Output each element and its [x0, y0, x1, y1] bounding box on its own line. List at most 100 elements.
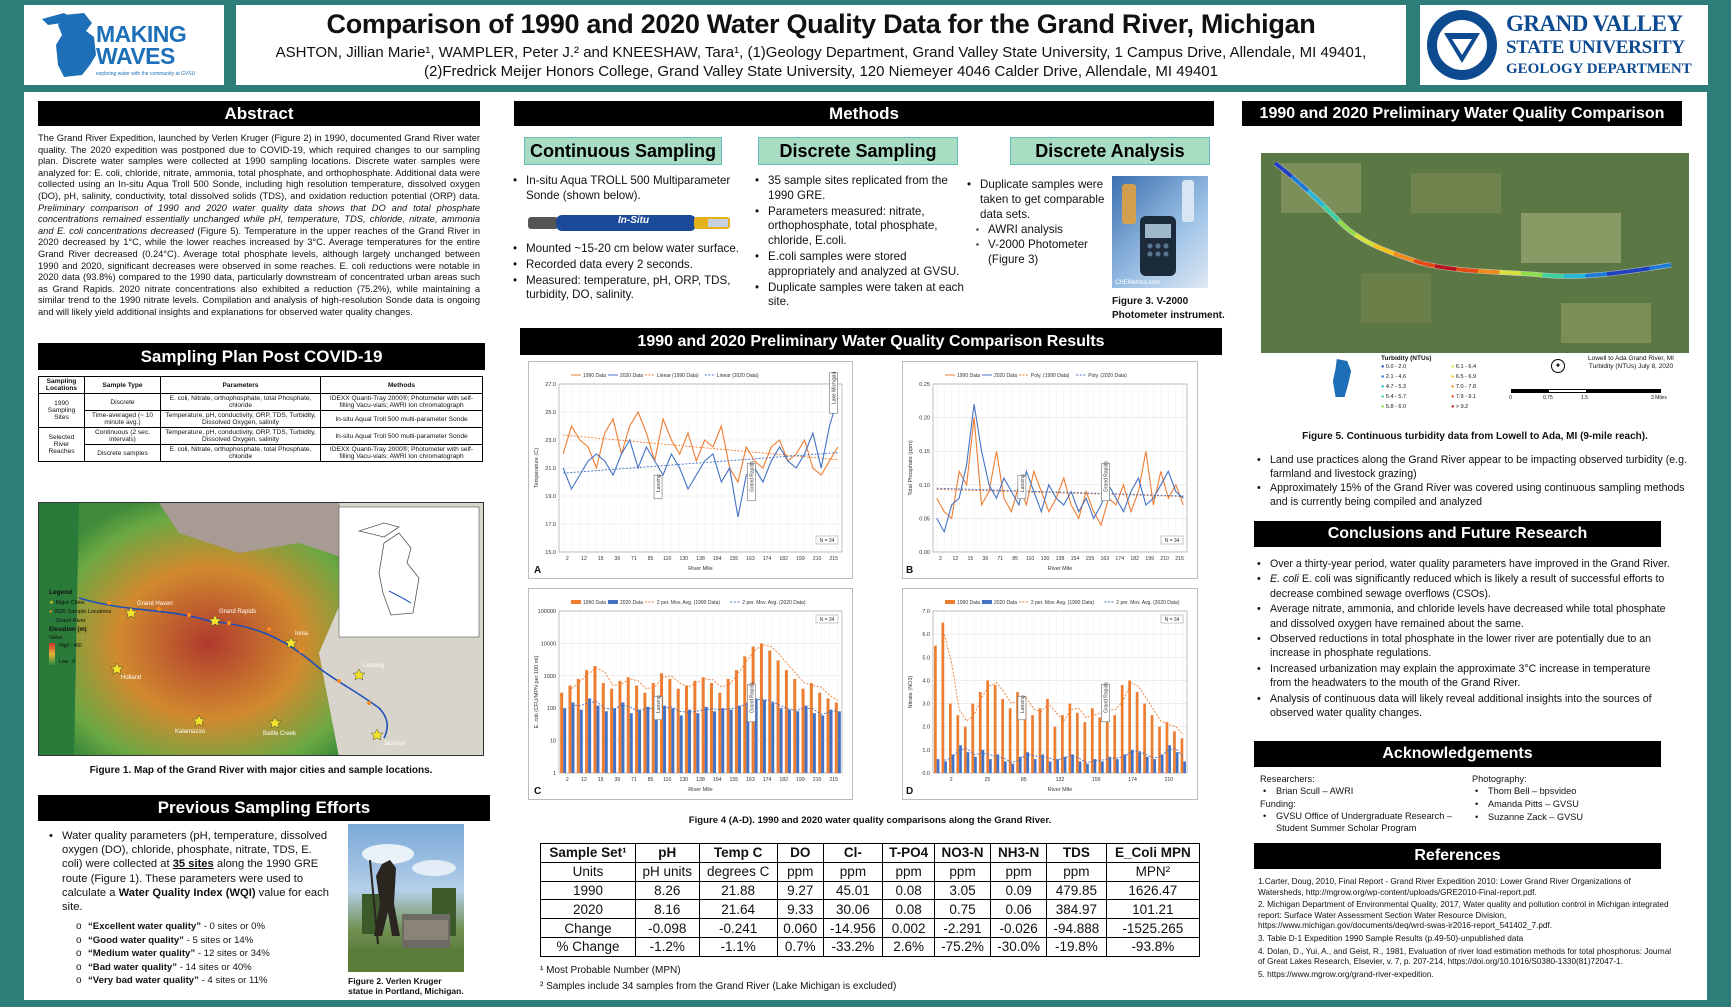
fig3-caption: Figure 3. V-2000 Photometer instrument.: [1112, 296, 1225, 321]
results-cell: -1.1%: [698, 936, 778, 957]
bar-1990: [1061, 715, 1064, 773]
results-cell: 21.88: [698, 880, 778, 901]
chart-b-svg: 0.00 0.05 0.10 0.15 0.20 0.25 2 12 15 39 71 85 110 13…: [908, 373, 1188, 572]
river-segment: [1298, 182, 1310, 193]
bar-1990: [626, 677, 630, 773]
results-cell: 0.7%: [776, 936, 824, 957]
bar-2020: [1078, 761, 1082, 773]
prev-text-c: along the 1990 GRE route (Figure 1). The…: [62, 858, 319, 899]
x-tick-label: 155: [1092, 777, 1101, 783]
bar-2020: [1123, 754, 1127, 773]
color-dot-icon: ●: [1381, 384, 1386, 390]
bar-1990: [618, 680, 622, 773]
bar-1990: [1098, 717, 1102, 773]
bar-2020: [579, 709, 583, 773]
bar-1990: [1173, 731, 1176, 773]
bar-1990: [1075, 712, 1079, 773]
results-cell: 0.75: [934, 899, 992, 920]
bar-1990: [1135, 692, 1139, 773]
prev-bullet: Water quality parameters (pH, temperatur…: [46, 829, 331, 914]
x-tick-label: 215: [829, 556, 838, 562]
x-tick-label: 85: [648, 556, 654, 562]
ack-photo: Suzanne Zack – GVSU: [1472, 811, 1662, 823]
x-tick-label: 110: [663, 556, 671, 562]
bar-2020: [1108, 756, 1112, 773]
trend-line: [563, 434, 838, 461]
elevation-map-icon: [39, 503, 483, 755]
anal-sub: V-2000 Photometer (Figure 3): [976, 238, 1114, 268]
x-tick-label: 199: [796, 556, 805, 562]
bar-2020: [1116, 759, 1119, 773]
y-tick-label: 1000: [544, 674, 556, 680]
cont-bullet: Recorded data every 2 seconds.: [510, 258, 740, 273]
bar-2020: [1138, 752, 1142, 773]
bar-1990: [776, 660, 780, 773]
results-cell: 21.64: [698, 899, 778, 920]
disc-analysis-text: Duplicate samples were taken to get comp…: [964, 178, 1114, 268]
table-row: 2020 8.16 21.64 9.33 30.06 0.08 0.75 0.06 384.97…: [540, 899, 1201, 920]
chart-a-svg: 15.0 17.0 19.0 21.0 23.0 25.0 27.0 2 12 15 39 71 85 1…: [534, 372, 843, 572]
river-segment: [1628, 267, 1640, 274]
y-axis-label: Temperature (C): [534, 448, 540, 488]
bar-2020: [1130, 749, 1134, 773]
results-table: Sample Set¹ pH Temp C DO Cl- T-PO4 NO3-N NH3-N T…: [540, 843, 1201, 957]
river-segment: [1403, 255, 1415, 263]
y-tick-label: 0.00: [919, 550, 930, 556]
y-axis-label: Nitrate (NO3): [908, 675, 914, 708]
bar-2020: [737, 705, 741, 773]
wqi-item: “Excellent water quality” - 0 sites or 0…: [76, 920, 331, 934]
conclusion-item: Analysis of continuous data will likely …: [1254, 692, 1670, 721]
bar-2020: [663, 705, 667, 773]
y-tick-label: 19.0: [545, 494, 556, 500]
river-segment: [1345, 226, 1357, 237]
grand-river-map: Legend ★ Major Cities ● 2020 Sample Loca…: [38, 502, 484, 756]
bar-1990: [643, 692, 647, 773]
bar-2020: [829, 709, 833, 773]
bar-2020: [1093, 759, 1097, 773]
turb-map-title: Lowell to Ada Grand River, MI Turbidity …: [1588, 355, 1674, 370]
bar-2020: [787, 709, 791, 773]
moving-avg-line: [571, 644, 839, 701]
fig2-caption: Figure 2. Verlen Kruger statue in Portla…: [348, 976, 464, 996]
turb-legend-item: ● 6.1 - 6.4: [1451, 364, 1476, 370]
ref-item: 4. Dolan, D., Yui, A., and Geist, R., 19…: [1258, 946, 1672, 967]
river-segment: [1282, 168, 1294, 179]
legend-label: 2020 Data: [994, 373, 1017, 379]
map-elev-low: Low : 0: [59, 659, 76, 665]
color-dot-icon: ●: [1451, 364, 1456, 370]
y-tick-label: 0.05: [919, 516, 930, 522]
turb-legend-label: 4.7 - 5.3: [1385, 384, 1407, 390]
x-tick-label: 182: [779, 777, 788, 783]
sonde-icon: [528, 215, 730, 231]
results-cell: 2020: [540, 899, 636, 920]
wqi-item: “Very bad water quality” - 4 sites or 11…: [76, 974, 331, 988]
cont-sampling-heading: Continuous Sampling: [524, 137, 722, 165]
results-cell: -14.956: [822, 918, 884, 938]
y-tick-label: 1.0: [922, 748, 930, 754]
gvsu-text-3: GEOLOGY DEPARTMENT: [1506, 61, 1692, 77]
x-tick-label: 210: [1160, 556, 1169, 562]
map-elev-value: Value: [49, 635, 63, 641]
x-tick-label: 182: [779, 556, 788, 562]
trend-line: [936, 487, 1184, 497]
conclusion-item: E. coli E. coli was significantly reduce…: [1254, 572, 1670, 601]
river-segment: [1290, 175, 1302, 186]
results-col-header: TDS: [1046, 843, 1107, 863]
x-tick-label: 85: [1021, 777, 1027, 783]
plan-cell: IDEXX Quanti-Tray 2000®; Photometer with…: [320, 444, 483, 462]
turb-legend-item: ● 7.0 - 7.8: [1451, 384, 1476, 390]
bar-2020: [974, 756, 977, 773]
prev-sites: 35 sites: [172, 858, 214, 871]
x-tick-label: 215: [829, 777, 838, 783]
plan-col-type: Sample Type: [84, 376, 161, 394]
annotation-box: [747, 683, 756, 723]
annotation-label: Lansing: [1020, 695, 1026, 713]
x-axis-label: River Mile: [688, 566, 712, 572]
legend-label: 1990 Data: [583, 600, 606, 606]
n-label-box: [815, 614, 839, 624]
disc-analysis-heading: Discrete Analysis: [1010, 137, 1210, 165]
y-tick-label: 0.25: [919, 382, 930, 388]
results-cell: Change: [540, 918, 636, 938]
results-cell: 9.33: [776, 899, 824, 920]
conclusion-item: Observed reductions in total phosphate i…: [1254, 632, 1670, 661]
